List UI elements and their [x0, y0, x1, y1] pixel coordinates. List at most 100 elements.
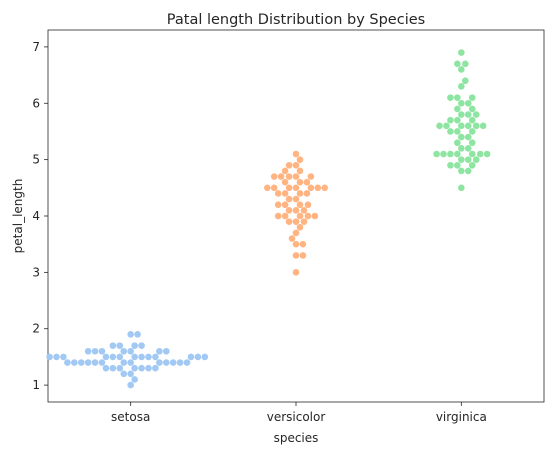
point-versicolor: [285, 195, 293, 203]
point-setosa: [60, 353, 67, 361]
point-virginica: [468, 139, 476, 147]
point-versicolor: [307, 173, 315, 180]
point-virginica: [454, 94, 461, 101]
point-virginica: [454, 128, 461, 135]
point-virginica: [447, 116, 454, 124]
point-setosa: [138, 353, 145, 361]
point-setosa: [131, 364, 138, 372]
point-versicolor: [285, 161, 293, 169]
point-setosa: [71, 359, 78, 366]
point-virginica: [464, 122, 472, 130]
point-setosa: [187, 353, 195, 361]
point-versicolor: [270, 173, 278, 180]
point-virginica: [462, 60, 469, 68]
point-virginica: [479, 122, 487, 130]
point-virginica: [458, 156, 465, 163]
point-versicolor: [300, 218, 308, 225]
point-setosa: [116, 342, 124, 349]
point-setosa: [77, 359, 85, 366]
point-versicolor: [292, 150, 300, 158]
y-tick-label: 5: [32, 153, 40, 167]
point-virginica: [433, 150, 440, 158]
point-versicolor: [292, 195, 300, 203]
point-virginica: [447, 128, 454, 135]
point-virginica: [458, 111, 465, 118]
point-versicolor: [299, 240, 307, 248]
point-setosa: [145, 364, 152, 372]
point-virginica: [454, 60, 461, 68]
point-versicolor: [296, 212, 304, 220]
point-setosa: [194, 353, 202, 361]
point-virginica: [464, 99, 472, 107]
point-versicolor: [304, 212, 312, 220]
point-setosa: [162, 359, 170, 366]
point-versicolor: [274, 190, 282, 197]
point-versicolor: [321, 184, 329, 192]
point-versicolor: [285, 173, 293, 180]
point-virginica: [468, 116, 476, 124]
point-virginica: [483, 150, 491, 158]
point-versicolor: [292, 173, 300, 180]
point-versicolor: [299, 252, 307, 259]
point-virginica: [464, 156, 472, 163]
point-versicolor: [303, 178, 311, 186]
point-virginica: [440, 150, 447, 158]
point-virginica: [458, 99, 465, 107]
point-virginica: [464, 111, 472, 118]
point-setosa: [169, 359, 177, 366]
point-virginica: [458, 133, 465, 141]
point-versicolor: [296, 223, 304, 231]
point-setosa: [138, 364, 145, 372]
point-setosa: [127, 347, 134, 355]
point-versicolor: [263, 184, 271, 192]
point-setosa: [162, 347, 170, 355]
point-versicolor: [274, 201, 282, 209]
chart-title: Patal length Distribution by Species: [167, 12, 425, 28]
point-versicolor: [281, 190, 289, 197]
point-setosa: [127, 381, 134, 389]
point-versicolor: [296, 156, 304, 163]
point-versicolor: [292, 269, 300, 276]
point-setosa: [131, 353, 138, 361]
point-setosa: [156, 359, 163, 366]
point-setosa: [152, 353, 159, 361]
point-setosa: [134, 331, 141, 338]
point-virginica: [468, 105, 476, 113]
point-setosa: [156, 347, 163, 355]
point-virginica: [458, 122, 465, 130]
point-virginica: [468, 94, 476, 101]
point-versicolor: [281, 167, 289, 175]
point-virginica: [443, 122, 450, 130]
point-virginica: [458, 184, 465, 192]
point-versicolor: [281, 212, 289, 220]
point-virginica: [476, 150, 484, 158]
point-versicolor: [307, 184, 315, 192]
point-virginica: [447, 150, 454, 158]
x-axis: setosa versicolor virginica: [111, 402, 487, 424]
point-virginica: [458, 83, 465, 90]
point-versicolor: [311, 212, 319, 220]
y-tick-label: 6: [32, 96, 40, 110]
point-versicolor: [292, 240, 300, 248]
point-setosa: [145, 353, 152, 361]
point-setosa: [64, 359, 71, 366]
point-setosa: [120, 370, 128, 378]
point-virginica: [464, 133, 472, 141]
point-versicolor: [285, 218, 293, 225]
point-versicolor: [303, 190, 311, 197]
point-setosa: [84, 359, 92, 366]
point-virginica: [468, 150, 476, 158]
point-setosa: [127, 370, 134, 378]
point-setosa: [109, 342, 117, 349]
point-versicolor: [277, 173, 285, 180]
point-virginica: [454, 139, 461, 147]
x-tick-label-virginica: virginica: [436, 410, 487, 424]
point-virginica: [462, 77, 469, 85]
x-tick-label-setosa: setosa: [111, 410, 150, 424]
point-virginica: [472, 156, 480, 163]
point-setosa: [102, 353, 110, 361]
point-setosa: [127, 359, 134, 366]
point-versicolor: [274, 212, 282, 220]
point-virginica: [454, 161, 461, 169]
point-virginica: [458, 66, 465, 73]
